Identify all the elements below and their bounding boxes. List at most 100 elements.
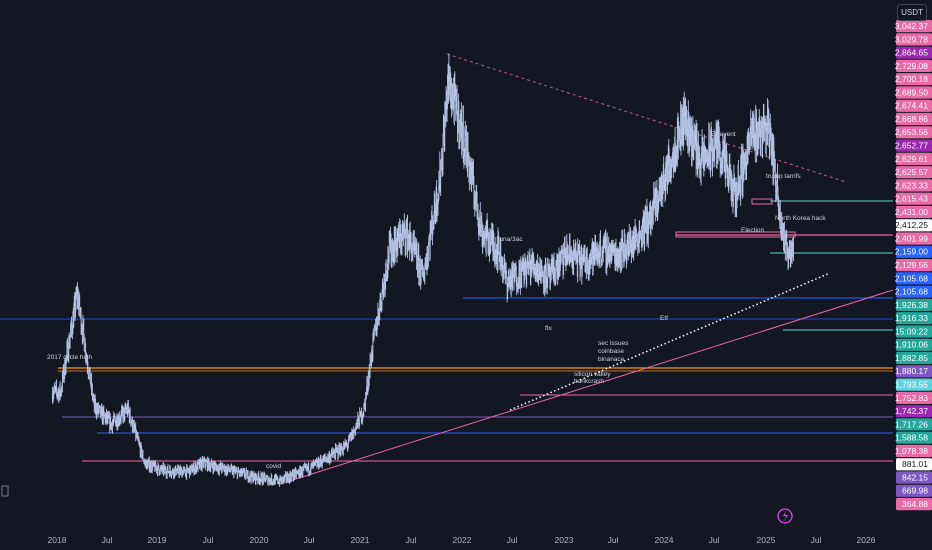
annotation-label: coinbase xyxy=(598,348,624,355)
price-tag-label: 1,742.37 xyxy=(895,406,928,416)
price-tag-label: 1,880.17 xyxy=(895,366,928,376)
trend-lines xyxy=(279,53,894,485)
price-tag-label: 2,159.00 xyxy=(895,247,928,257)
annotation-label: binanace xyxy=(598,356,625,363)
price-tag-label: 1,916.33 xyxy=(895,313,928,323)
price-tag xyxy=(896,418,932,431)
annotation-label: ftx xyxy=(545,325,553,332)
x-tick-label: 2020 xyxy=(250,535,269,545)
price-tag-label: 15:09:22 xyxy=(895,326,928,336)
price-tag xyxy=(896,272,932,285)
price-tag xyxy=(896,219,932,232)
price-tag xyxy=(896,325,932,338)
support-trendline xyxy=(279,289,894,485)
x-tick-label: Jul xyxy=(304,535,315,545)
price-tag-label: 2,625.57 xyxy=(895,167,928,177)
x-tick-label: Jul xyxy=(203,535,214,545)
price-tag-label: 2,700.18 xyxy=(895,74,928,84)
price-tag xyxy=(896,431,932,444)
price-tag xyxy=(896,205,932,219)
price-tag-label: 2,653.56 xyxy=(895,127,928,137)
price-tag xyxy=(896,285,932,298)
trump-zone xyxy=(751,198,773,205)
price-tag xyxy=(896,112,932,126)
price-tag xyxy=(896,152,932,165)
price-tag-label: 3,042.37 xyxy=(895,21,928,31)
annotation-label: sec issues xyxy=(598,340,629,347)
price-tag-label: 1,588.58 xyxy=(895,433,928,443)
price-tag xyxy=(896,46,932,59)
price-tag xyxy=(896,20,932,33)
price-line xyxy=(60,81,795,482)
price-tag-label: 2,401.99 xyxy=(895,233,928,243)
x-tick-label: 2019 xyxy=(148,535,167,545)
election-zone xyxy=(675,231,796,238)
price-tag-label: 881.01 xyxy=(902,459,928,469)
price-tag-label: 2,431.00 xyxy=(895,207,928,217)
price-tag xyxy=(896,86,932,99)
currency-button[interactable]: USDT xyxy=(897,4,927,21)
price-tag xyxy=(896,498,932,511)
price-tag-label: 2,615.43 xyxy=(895,194,928,204)
price-tag xyxy=(896,405,932,418)
x-tick-label: Jul xyxy=(709,535,720,545)
price-tag xyxy=(896,351,932,365)
price-tag-label: 2,129.56 xyxy=(895,260,928,270)
annotation-label: North Korea hack xyxy=(775,215,826,222)
price-candles xyxy=(51,53,795,487)
x-tick-label: Jul xyxy=(102,535,113,545)
price-tag xyxy=(896,484,932,497)
price-axis: 3,042.37 3,029.78 2,864.65 2,729.08 2,700.18… xyxy=(894,0,932,527)
x-tick-label: 2023 xyxy=(555,535,574,545)
x-tick-label: Jul xyxy=(507,535,518,545)
price-tag-label: 3,029.78 xyxy=(895,34,928,44)
price-tag-label: 2,105.68 xyxy=(895,287,928,297)
price-tag-label: 2,412.25 xyxy=(895,220,928,230)
annotation-label: Etf xyxy=(660,315,668,322)
x-tick-label: 2021 xyxy=(351,535,370,545)
lightning-icon[interactable] xyxy=(777,508,793,524)
price-tag xyxy=(896,179,932,192)
price-tag-label: 1,717.26 xyxy=(895,419,928,429)
price-tag xyxy=(896,378,932,391)
x-tick-label: 2018 xyxy=(48,535,67,545)
annotation-label: covid xyxy=(266,463,282,470)
price-tag-label: 2,668.86 xyxy=(895,114,928,124)
price-tag xyxy=(896,126,932,139)
price-tag-label: 2,105.68 xyxy=(895,273,928,283)
annotation-label: luna/3ac xyxy=(498,236,523,243)
x-tick-label: 2026 xyxy=(857,535,876,545)
time-axis: 2018 Jul 2019 Jul 2020 Jul 2021 Jul 2022 Jul 2023 J… xyxy=(0,527,932,550)
price-tag-label: 2,629.61 xyxy=(895,154,928,164)
price-tag xyxy=(896,139,932,152)
chart-annotations: 2017 cycle high covid luna/3ac ftx sec issue… xyxy=(47,131,826,470)
annotation-label: bankcrash xyxy=(574,378,604,385)
price-tag-label: 2,689.50 xyxy=(895,87,928,97)
annotation-label: trump tarrifs xyxy=(766,173,801,180)
price-tag xyxy=(896,365,932,378)
dotted-trendline xyxy=(509,272,831,411)
tv-logo-icon xyxy=(1,485,9,497)
price-tag xyxy=(896,259,932,272)
x-tick-label: Jul xyxy=(608,535,619,545)
time-axis-bg xyxy=(0,527,932,550)
price-tag xyxy=(896,166,932,179)
annotation-label: silicon valley xyxy=(574,371,611,378)
x-tick-label: 2022 xyxy=(453,535,472,545)
price-tag xyxy=(896,298,932,311)
price-tag-label: 669.98 xyxy=(902,486,928,496)
price-tag-label: 2,652.77 xyxy=(895,141,928,151)
price-tag-label: 842.15 xyxy=(902,472,928,482)
price-tag xyxy=(896,59,932,72)
price-tag xyxy=(896,73,932,86)
price-tag xyxy=(896,192,932,205)
price-tag xyxy=(896,391,932,404)
price-tag-label: 2,864.65 xyxy=(895,48,928,58)
x-tick-label: 2024 xyxy=(655,535,674,545)
price-tag xyxy=(896,471,932,484)
price-tag-label: 1,793.55 xyxy=(895,380,928,390)
price-tag-label: 1,910.06 xyxy=(895,340,928,350)
price-tag xyxy=(896,99,932,112)
price-tag xyxy=(896,458,932,471)
